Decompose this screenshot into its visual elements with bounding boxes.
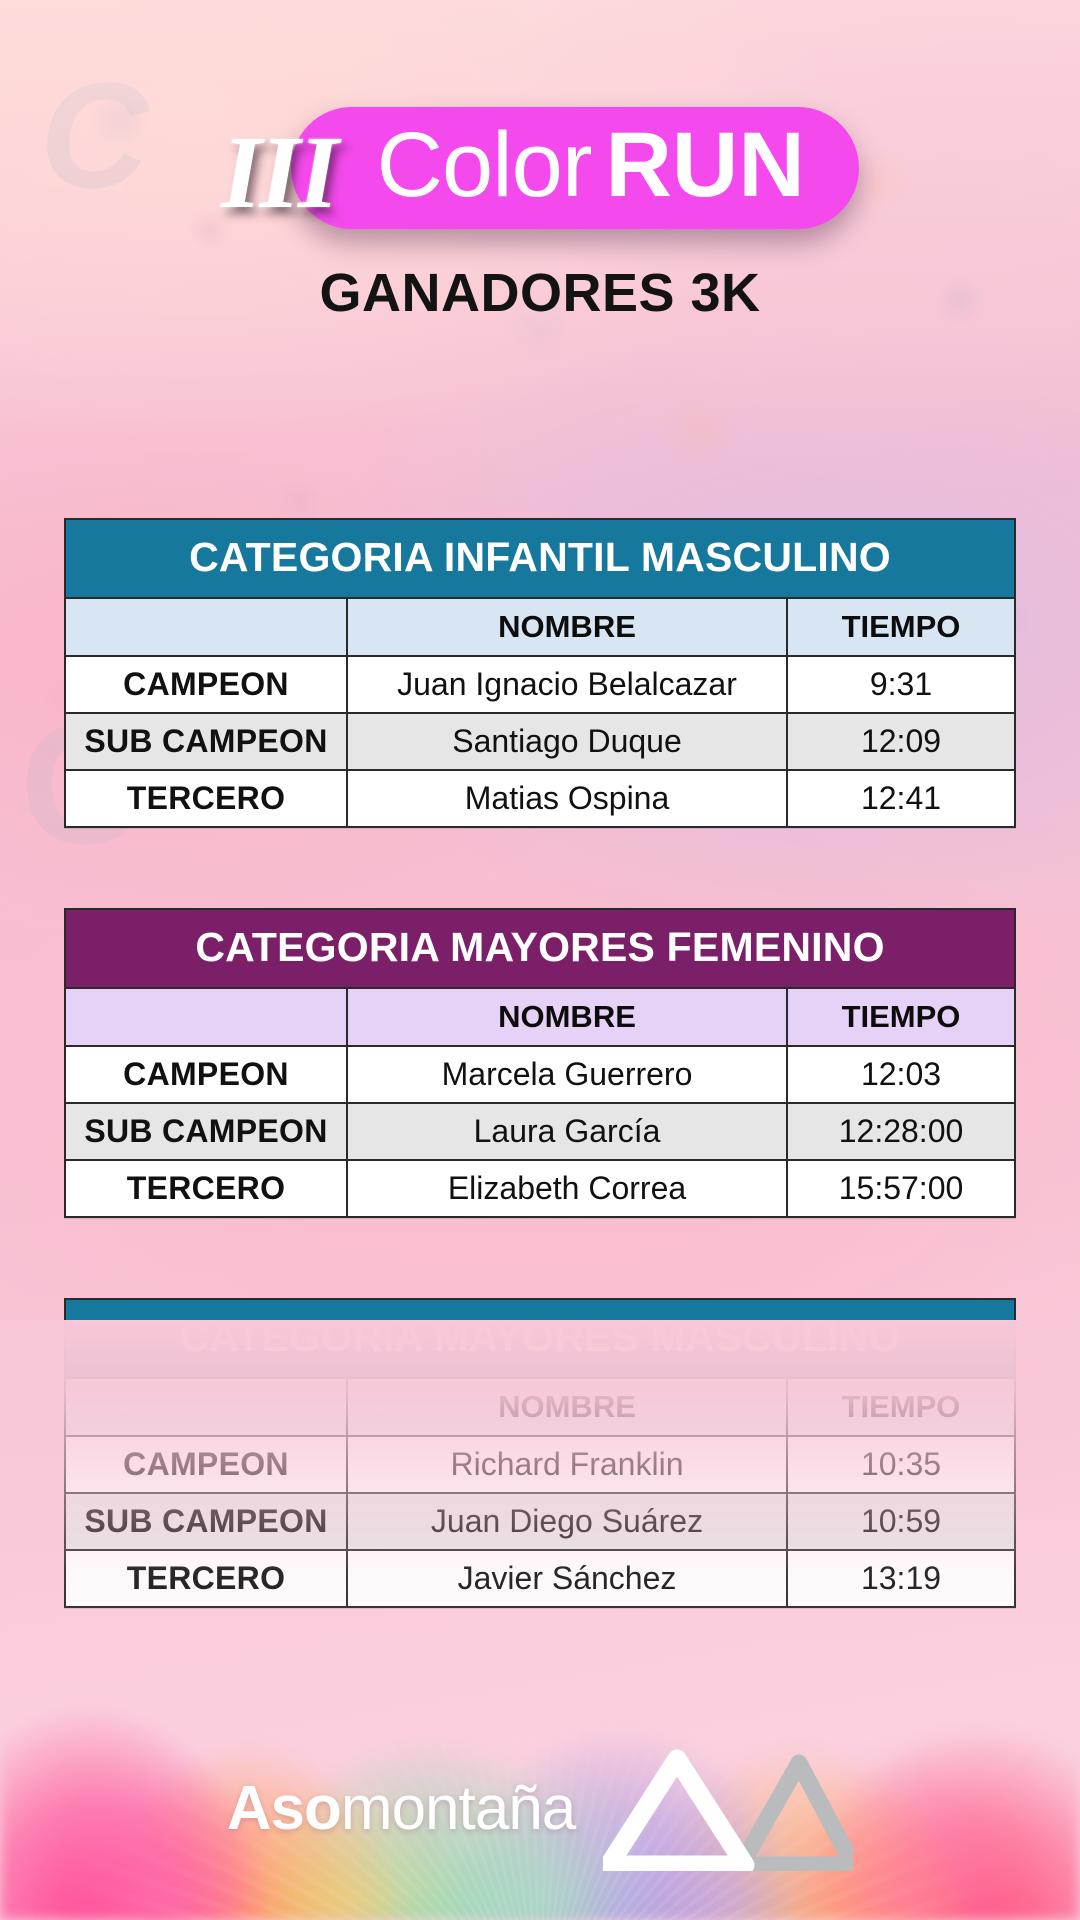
logo-pill: Color RUN	[290, 107, 859, 229]
results-table-mayores-femenino: CATEGORIA MAYORES FEMENINO NOMBRE TIEMPO CA…	[64, 908, 1016, 1218]
table-block-infantil-masculino: CATEGORIA INFANTIL MASCULINO NOMBRE TIEMPO…	[0, 518, 1080, 828]
cell-position: CAMPEON	[64, 1045, 348, 1104]
cell-name: Matias Ospina	[346, 769, 788, 828]
table-category-title: CATEGORIA INFANTIL MASCULINO	[64, 518, 1016, 599]
cell-name: Marcela Guerrero	[346, 1045, 788, 1104]
event-logo: III Color RUN	[0, 88, 1080, 248]
cell-position: SUB CAMPEON	[64, 1102, 348, 1161]
page-title: GANADORES 3K	[319, 263, 761, 323]
table-row: SUB CAMPEON Laura García 12:28:00	[64, 1102, 1016, 1161]
cell-time: 15:57:00	[786, 1159, 1016, 1218]
holi-powder-burst	[0, 1320, 1080, 1920]
brand-name-strong: Aso	[226, 1774, 342, 1843]
table-row: TERCERO Elizabeth Correa 15:57:00	[64, 1159, 1016, 1218]
logo-roman-numeral: III	[221, 114, 338, 230]
cell-position: CAMPEON	[64, 655, 348, 714]
cell-time: 9:31	[786, 655, 1016, 714]
logo-word-run: RUN	[605, 114, 805, 216]
column-header-nombre: NOMBRE	[346, 987, 788, 1047]
mountain-triangle-icon	[603, 1747, 854, 1871]
column-header-tiempo: TIEMPO	[786, 987, 1016, 1047]
table-row: CAMPEON Marcela Guerrero 12:03	[64, 1045, 1016, 1104]
brand-name-light: montaña	[340, 1774, 576, 1843]
cell-name: Laura García	[346, 1102, 788, 1161]
table-row: CAMPEON Juan Ignacio Belalcazar 9:31	[64, 655, 1016, 714]
cell-position: SUB CAMPEON	[64, 712, 348, 771]
cell-name: Elizabeth Correa	[346, 1159, 788, 1218]
cell-time: 12:41	[786, 769, 1016, 828]
mountain-front-shape	[603, 1749, 755, 1871]
cell-position: TERCERO	[64, 769, 348, 828]
powder-fade-top	[0, 1320, 1080, 1920]
cell-name: Juan Ignacio Belalcazar	[346, 655, 788, 714]
cell-name: Santiago Duque	[346, 712, 788, 771]
table-row: TERCERO Matias Ospina 12:41	[64, 769, 1016, 828]
cell-time: 12:28:00	[786, 1102, 1016, 1161]
results-table-infantil-masculino: CATEGORIA INFANTIL MASCULINO NOMBRE TIEMPO…	[64, 518, 1016, 828]
column-header-nombre: NOMBRE	[346, 597, 788, 657]
cell-position: TERCERO	[64, 1159, 348, 1218]
brand-footer: Asomontaña	[0, 1744, 1080, 1874]
table-block-mayores-femenino: CATEGORIA MAYORES FEMENINO NOMBRE TIEMPO CA…	[0, 908, 1080, 1218]
column-header-tiempo: TIEMPO	[786, 597, 1016, 657]
column-header-position	[64, 987, 348, 1047]
table-row: SUB CAMPEON Santiago Duque 12:09	[64, 712, 1016, 771]
logo-word-color: Color	[376, 114, 593, 216]
mountain-back-shape	[732, 1754, 854, 1871]
cell-time: 12:09	[786, 712, 1016, 771]
table-category-title: CATEGORIA MAYORES FEMENINO	[64, 908, 1016, 989]
column-header-position	[64, 597, 348, 657]
brand-wordmark: Asomontaña	[227, 1778, 576, 1840]
cell-time: 12:03	[786, 1045, 1016, 1104]
